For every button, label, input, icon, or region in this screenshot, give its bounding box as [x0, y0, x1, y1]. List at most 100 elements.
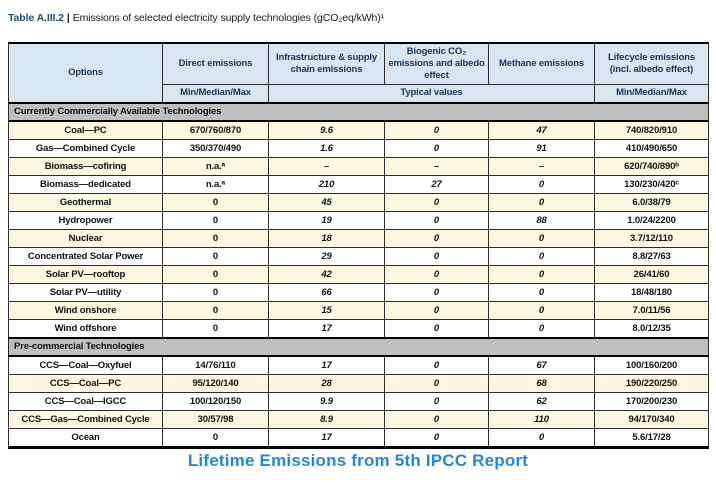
table-row: CCS—Coal—PC 95/120/140 28 0 68 190/220/250: [8, 373, 709, 393]
cell-methane: 0: [488, 427, 595, 448]
row-option-label: Concentrated Solar Power: [8, 246, 163, 266]
cell-direct: 350/370/490: [162, 138, 269, 158]
cell-lifecycle: 26/41/60: [594, 264, 709, 284]
cell-infrastructure: 9.6: [268, 120, 385, 140]
table-row: CCS—Gas—Combined Cycle 30/57/98 8.9 0 110 94/…: [8, 409, 709, 429]
row-option-label: CCS—Coal—IGCC: [8, 391, 163, 411]
cell-lifecycle: 1.0/24/2200: [594, 210, 709, 230]
cell-biogenic: 0: [384, 391, 489, 411]
cell-direct: 100/120/150: [162, 391, 269, 411]
table-row: Gas—Combined Cycle 350/370/490 1.6 0 91 410/4…: [8, 138, 709, 158]
cell-direct: 0: [162, 282, 269, 302]
row-option-label: Ocean: [8, 427, 163, 448]
section-header-row: Pre-commercial Technologies: [8, 336, 709, 357]
cell-methane: 47: [488, 120, 595, 140]
cell-infrastructure: 9.9: [268, 391, 385, 411]
cell-methane: 68: [488, 373, 595, 393]
cell-methane: 0: [488, 246, 595, 266]
cell-methane: 62: [488, 391, 595, 411]
cell-methane: 88: [488, 210, 595, 230]
table-row: Hydropower 0 19 0 88 1.0/24/2200: [8, 210, 709, 230]
col-header-biogenic-emissions: Biogenic CO₂ emissions and albedo effect: [384, 42, 489, 85]
row-option-label: Solar PV—rooftop: [8, 264, 163, 284]
cell-lifecycle: 170/200/230: [594, 391, 709, 411]
row-option-label: Gas—Combined Cycle: [8, 138, 163, 158]
cell-direct: 0: [162, 318, 269, 339]
cell-biogenic: 0: [384, 427, 489, 448]
cell-lifecycle: 190/220/250: [594, 373, 709, 393]
table-row: Solar PV—rooftop 0 42 0 0 26/41/60: [8, 264, 709, 284]
cell-infrastructure: 45: [268, 192, 385, 212]
table-row: Concentrated Solar Power 0 29 0 0 8.8/27/63: [8, 246, 709, 266]
row-option-label: Coal—PC: [8, 120, 163, 140]
cell-methane: 91: [488, 138, 595, 158]
cell-methane: 0: [488, 300, 595, 320]
cell-infrastructure: 29: [268, 246, 385, 266]
cell-biogenic: 0: [384, 355, 489, 375]
cell-direct: n.a.ᵃ: [162, 156, 269, 176]
cell-infrastructure: 28: [268, 373, 385, 393]
cell-biogenic: 0: [384, 373, 489, 393]
row-option-label: CCS—Gas—Combined Cycle: [8, 409, 163, 429]
table-row: Wind onshore 0 15 0 0 7.0/11/56: [8, 300, 709, 320]
cell-methane: 67: [488, 355, 595, 375]
cell-infrastructure: 42: [268, 264, 385, 284]
col-header-infrastructure-emissions: Infrastructure & supply chain emissions: [268, 42, 385, 85]
cell-direct: 0: [162, 300, 269, 320]
cell-biogenic: 0: [384, 300, 489, 320]
cell-lifecycle: 100/160/200: [594, 355, 709, 375]
cell-biogenic: 27: [384, 174, 489, 194]
table-body: Currently Commercially Available Technol…: [8, 101, 709, 448]
cell-infrastructure: 66: [268, 282, 385, 302]
cell-methane: 0: [488, 318, 595, 339]
cell-lifecycle: 620/740/890ᵇ: [594, 156, 709, 176]
cell-biogenic: 0: [384, 192, 489, 212]
cell-lifecycle: 8.8/27/63: [594, 246, 709, 266]
cell-direct: 95/120/140: [162, 373, 269, 393]
cell-infrastructure: 210: [268, 174, 385, 194]
cell-infrastructure: 1.6: [268, 138, 385, 158]
subheader-direct-min-median-max: Min/Median/Max: [162, 83, 269, 104]
table-title-separator: |: [66, 12, 70, 24]
row-option-label: Biomass—cofiring: [8, 156, 163, 176]
table-row: Biomass—cofiring n.a.ᵃ – – –620/740/890ᵇ: [8, 156, 709, 176]
cell-infrastructure: 17: [268, 427, 385, 448]
table-header: Options Direct emissions Infrastructure …: [8, 42, 709, 104]
cell-infrastructure: 8.9: [268, 409, 385, 429]
row-option-label: Solar PV—utility: [8, 282, 163, 302]
row-option-label: Hydropower: [8, 210, 163, 230]
cell-infrastructure: 19: [268, 210, 385, 230]
cell-biogenic: –: [384, 156, 489, 176]
table-title: Table A.III.2 | Emissions of selected elec…: [8, 12, 384, 24]
section-title: Pre-commercial Technologies: [8, 336, 709, 357]
cell-direct: 14/76/110: [162, 355, 269, 375]
table-title-label: Table A.III.2: [8, 12, 64, 24]
table-row: CCS—Coal—Oxyfuel 14/76/110 17 0 67 100/160/20…: [8, 355, 709, 375]
cell-lifecycle: 8.0/12/35: [594, 318, 709, 339]
cell-direct: 0: [162, 264, 269, 284]
cell-direct: 0: [162, 246, 269, 266]
row-option-label: Biomass—dedicated: [8, 174, 163, 194]
cell-lifecycle: 3.7/12/110: [594, 228, 709, 248]
cell-direct: 0: [162, 427, 269, 448]
cell-infrastructure: 17: [268, 355, 385, 375]
table-title-text: Emissions of selected electricity supply…: [72, 12, 385, 24]
emissions-table: Options Direct emissions Infrastructure …: [8, 42, 709, 449]
section-title: Currently Commercially Available Technol…: [8, 101, 709, 122]
cell-biogenic: 0: [384, 409, 489, 429]
cell-biogenic: 0: [384, 246, 489, 266]
subheader-typical-values: Typical values: [268, 83, 595, 104]
cell-biogenic: 0: [384, 264, 489, 284]
cell-infrastructure: –: [268, 156, 385, 176]
section-header-row: Currently Commercially Available Technol…: [8, 101, 709, 122]
row-option-label: Geothermal: [8, 192, 163, 212]
table-row: Coal—PC 670/760/870 9.6 0 47 740/820/910: [8, 120, 709, 140]
col-header-methane-emissions: Methane emissions: [488, 42, 595, 85]
cell-methane: 110: [488, 409, 595, 429]
cell-biogenic: 0: [384, 210, 489, 230]
table-row: Wind offshore 0 17 0 0 8.0/12/35: [8, 318, 709, 339]
cell-lifecycle: 94/170/340: [594, 409, 709, 429]
cell-lifecycle: 130/230/420ᶜ: [594, 174, 709, 194]
cell-direct: n.a.ᵃ: [162, 174, 269, 194]
cell-direct: 0: [162, 192, 269, 212]
